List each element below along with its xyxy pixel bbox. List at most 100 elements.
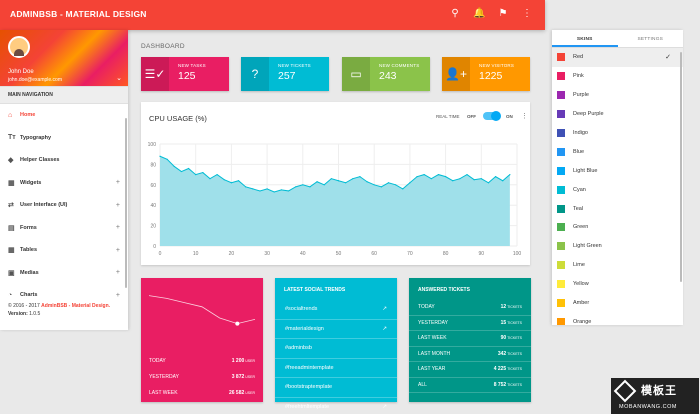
top-icons: ⚲ 🔔 ⚑ ⋮ [449,6,533,22]
skin-name: Orange [573,318,592,325]
expand-plus-icon[interactable]: + [115,246,120,254]
realtime-toggle[interactable] [483,111,501,121]
sidebar-item-typography[interactable]: Tт Typography [0,127,128,150]
cpu-data-point [195,174,197,176]
sidebar-item-charts[interactable]: ◔ Charts + [0,284,128,307]
skin-name: Purple [573,92,589,99]
ticket-row: ALL 8 752TICKETS [409,378,531,393]
cpu-more-icon[interactable]: ⋮ [521,113,528,120]
cpu-data-point [280,189,282,191]
right-sidebar-scrollbar[interactable] [680,52,682,282]
skin-option-amber[interactable]: Amber [552,294,683,313]
x-tick-label: 80 [443,251,449,257]
skin-option-blue[interactable]: Blue [552,142,683,161]
more-vert-icon[interactable]: ⋮ [522,8,532,19]
trend-item[interactable]: #freeadmintemplate [275,359,397,378]
skin-option-teal[interactable]: Teal [552,199,683,218]
trend-item[interactable]: #adminbsb [275,339,397,359]
skin-option-yellow[interactable]: Yellow [552,275,683,294]
sidebar-item-widgets[interactable]: ▦ Widgets + [0,172,128,195]
skin-option-light-green[interactable]: Light Green [552,237,683,256]
cpu-data-point [480,178,482,180]
trend-item[interactable]: #materialdesign ↗ [275,320,397,339]
ticket-count-unit: TICKETS [507,382,522,387]
user-menu-chevron-icon[interactable]: ⌄ [116,75,122,82]
info-box-label: NEW TICKETS [278,63,311,68]
trend-item[interactable]: #socialtrends ↗ [275,300,397,320]
ticket-count: 342TICKETS [498,351,522,357]
skin-name: Lime [573,262,585,269]
cpu-usage-chart: 0 20 40 60 80 100 0 10 20 30 40 50 60 70 80 90 100 [148,142,522,257]
skin-option-orange[interactable]: Orange [552,312,683,325]
skin-option-light-blue[interactable]: Light Blue [552,161,683,180]
trend-item[interactable]: #freehtmltemplate ↗ [275,398,397,414]
skin-option-cyan[interactable]: Cyan [552,180,683,199]
trending-up-icon: ↗ [382,306,387,313]
sidebar-item-user-interface-ui[interactable]: ⇄ User Interface (UI) + [0,194,128,217]
info-box-content: NEW TASKS 125 [169,57,206,91]
copyright-text: © 2016 - 2017 [8,303,40,309]
user-email: john.doe@example.com [8,77,62,83]
sidebar-item-medias[interactable]: ▣ Medias + [0,262,128,285]
skin-name: Red [573,54,584,61]
trend-item[interactable]: #bootstraptemplate [275,378,397,398]
ticket-row: YESTERDAY 15TICKETS [409,316,531,331]
ticket-count-number: 4 225 [493,366,507,373]
expand-plus-icon[interactable]: + [115,201,120,209]
skin-option-deep-purple[interactable]: Deep Purple [552,105,683,124]
help-icon: ? [241,57,269,91]
cpu-data-point [430,178,432,180]
y-tick-label: 100 [148,142,157,148]
ticket-count-unit: TICKETS [507,305,522,310]
expand-plus-icon[interactable]: + [115,291,120,299]
app-title[interactable]: ADMINBSB - MATERIAL DESIGN [10,9,147,19]
skin-option-red[interactable]: Red ✓ [552,48,683,67]
sidebar-item-helper-classes[interactable]: ◆ Helper Classes [0,149,128,172]
tab-settings[interactable]: SETTINGS [637,37,664,42]
sidebar-item-tables[interactable]: ▦ Tables + [0,239,128,262]
watermark-url: MOBANWANG.COM [619,404,677,410]
cpu-card-title: CPU USAGE (%) [149,114,207,123]
skin-name: Cyan [573,186,586,193]
info-box-new-visitors[interactable]: 👤+ NEW VISITORS 1225 [442,57,530,91]
ticket-count-number: 15 [500,319,507,326]
search-icon[interactable]: ⚲ [451,8,459,19]
skin-option-green[interactable]: Green [552,218,683,237]
x-tick-label: 90 [479,251,485,257]
skin-option-purple[interactable]: Purple [552,86,683,105]
ticket-count-unit: TICKETS [507,351,522,356]
version-label: Version: [8,311,28,317]
sidebar-scrollbar[interactable] [125,118,127,288]
trending-up-icon: ↗ [382,403,387,410]
skin-option-indigo[interactable]: Indigo [552,124,683,143]
expand-plus-icon[interactable]: + [115,179,120,187]
skin-option-pink[interactable]: Pink [552,67,683,86]
sidebar-item-home[interactable]: ⌂ Home [0,104,128,127]
info-box-new-comments[interactable]: ▭ NEW COMMENTS 243 [342,57,430,91]
realtime-on-label: ON [506,114,513,119]
tab-skins[interactable]: SKINS [552,30,618,47]
notifications-icon[interactable]: 🔔 [473,8,486,19]
skin-name: Amber [573,300,590,307]
skin-option-lime[interactable]: Lime [552,256,683,275]
trend-tag: #freeadmintemplate [285,364,334,371]
right-sidebar-tabs: SKINS SETTINGS [552,30,683,48]
flag-icon[interactable]: ⚑ [498,8,508,19]
cpu-data-point [423,174,425,176]
info-box-content: NEW COMMENTS 243 [370,57,419,91]
cpu-data-point [509,174,511,176]
footer-brand-link[interactable]: AdminBSB - Material Design. [41,303,111,309]
trend-tag: #socialtrends [285,306,318,313]
info-box-new-tasks[interactable]: ☰✓ NEW TASKS 125 [141,57,229,91]
avatar[interactable] [8,36,30,58]
info-box-new-tickets[interactable]: ? NEW TICKETS 257 [241,57,329,91]
expand-plus-icon[interactable]: + [115,269,120,277]
sidebar-item-label: Helper Classes [20,157,60,164]
sidebar-item-forms[interactable]: ▤ Forms + [0,217,128,240]
expand-plus-icon[interactable]: + [115,224,120,232]
skin-name: Pink [573,73,584,80]
answered-tickets-card: ANSWERED TICKETS TODAY 12TICKETS YESTERDAY… [409,278,531,402]
social-stat-number: 1 200 [231,358,245,364]
x-tick-label: 10 [193,251,199,257]
version-value: 1.0.5 [29,311,41,317]
